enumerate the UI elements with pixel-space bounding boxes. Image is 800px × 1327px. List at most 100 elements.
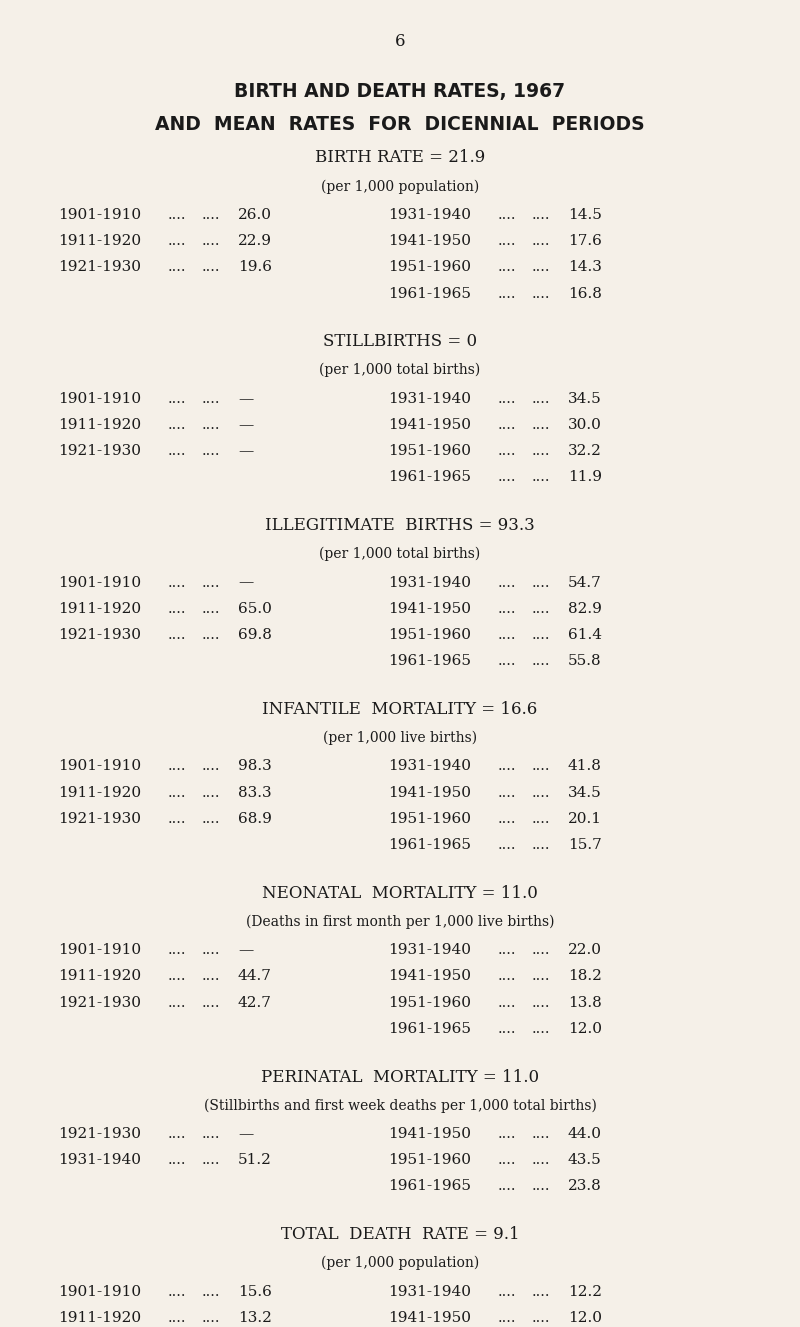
Text: ....: .... (498, 391, 517, 406)
Text: ....: .... (532, 995, 550, 1010)
Text: 1961-1965: 1961-1965 (388, 470, 471, 484)
Text: ....: .... (202, 812, 221, 825)
Text: 44.7: 44.7 (238, 970, 272, 983)
Text: ....: .... (532, 470, 550, 484)
Text: ....: .... (168, 602, 186, 616)
Text: 17.6: 17.6 (568, 234, 602, 248)
Text: ....: .... (168, 391, 186, 406)
Text: 1961-1965: 1961-1965 (388, 1180, 471, 1193)
Text: 12.0: 12.0 (568, 1311, 602, 1324)
Text: ....: .... (532, 970, 550, 983)
Text: 51.2: 51.2 (238, 1153, 272, 1168)
Text: ....: .... (202, 445, 221, 458)
Text: —: — (238, 391, 254, 406)
Text: 1941-1950: 1941-1950 (388, 602, 471, 616)
Text: ....: .... (168, 208, 186, 222)
Text: —: — (238, 943, 254, 957)
Text: STILLBIRTHS = 0: STILLBIRTHS = 0 (323, 333, 477, 350)
Text: 1901-1910: 1901-1910 (58, 391, 141, 406)
Text: 1921-1930: 1921-1930 (58, 1127, 141, 1141)
Text: ....: .... (498, 1285, 517, 1299)
Text: ....: .... (532, 1311, 550, 1324)
Text: —: — (238, 576, 254, 589)
Text: ....: .... (498, 1127, 517, 1141)
Text: ....: .... (202, 970, 221, 983)
Text: BIRTH RATE = 21.9: BIRTH RATE = 21.9 (315, 150, 485, 166)
Text: PERINATAL  MORTALITY = 11.0: PERINATAL MORTALITY = 11.0 (261, 1068, 539, 1085)
Text: 1931-1940: 1931-1940 (388, 943, 471, 957)
Text: 1911-1920: 1911-1920 (58, 602, 141, 616)
Text: 1921-1930: 1921-1930 (58, 995, 141, 1010)
Text: ....: .... (498, 1180, 517, 1193)
Text: 1901-1910: 1901-1910 (58, 208, 141, 222)
Text: ....: .... (168, 759, 186, 774)
Text: ....: .... (498, 470, 517, 484)
Text: 1911-1920: 1911-1920 (58, 970, 141, 983)
Text: —: — (238, 1127, 254, 1141)
Text: ....: .... (202, 208, 221, 222)
Text: ....: .... (498, 1153, 517, 1168)
Text: 1931-1940: 1931-1940 (388, 759, 471, 774)
Text: ....: .... (168, 1311, 186, 1324)
Text: ....: .... (168, 943, 186, 957)
Text: NEONATAL  MORTALITY = 11.0: NEONATAL MORTALITY = 11.0 (262, 885, 538, 902)
Text: 42.7: 42.7 (238, 995, 272, 1010)
Text: ....: .... (498, 970, 517, 983)
Text: 1921-1930: 1921-1930 (58, 628, 141, 642)
Text: 1911-1920: 1911-1920 (58, 418, 141, 433)
Text: 1931-1940: 1931-1940 (388, 208, 471, 222)
Text: ....: .... (498, 786, 517, 800)
Text: ....: .... (168, 628, 186, 642)
Text: 1901-1910: 1901-1910 (58, 759, 141, 774)
Text: BIRTH AND DEATH RATES, 1967: BIRTH AND DEATH RATES, 1967 (234, 82, 566, 101)
Text: (per 1,000 total births): (per 1,000 total births) (319, 547, 481, 561)
Text: TOTAL  DEATH  RATE = 9.1: TOTAL DEATH RATE = 9.1 (281, 1226, 519, 1243)
Text: ....: .... (202, 234, 221, 248)
Text: (per 1,000 population): (per 1,000 population) (321, 179, 479, 194)
Text: 16.8: 16.8 (568, 287, 602, 301)
Text: ....: .... (168, 786, 186, 800)
Text: ....: .... (168, 1153, 186, 1168)
Text: 12.2: 12.2 (568, 1285, 602, 1299)
Text: ....: .... (202, 1127, 221, 1141)
Text: ....: .... (532, 234, 550, 248)
Text: ....: .... (532, 943, 550, 957)
Text: ....: .... (532, 260, 550, 275)
Text: 1941-1950: 1941-1950 (388, 1127, 471, 1141)
Text: ....: .... (202, 759, 221, 774)
Text: ....: .... (498, 602, 517, 616)
Text: ....: .... (168, 234, 186, 248)
Text: 20.1: 20.1 (568, 812, 602, 825)
Text: ....: .... (498, 1022, 517, 1036)
Text: ....: .... (498, 628, 517, 642)
Text: 55.8: 55.8 (568, 654, 602, 669)
Text: ....: .... (532, 391, 550, 406)
Text: ....: .... (168, 812, 186, 825)
Text: 1951-1960: 1951-1960 (388, 995, 471, 1010)
Text: 1951-1960: 1951-1960 (388, 1153, 471, 1168)
Text: AND  MEAN  RATES  FOR  DICENNIAL  PERIODS: AND MEAN RATES FOR DICENNIAL PERIODS (155, 114, 645, 134)
Text: ILLEGITIMATE  BIRTHS = 93.3: ILLEGITIMATE BIRTHS = 93.3 (265, 518, 535, 533)
Text: ....: .... (498, 837, 517, 852)
Text: ....: .... (202, 1153, 221, 1168)
Text: ....: .... (168, 970, 186, 983)
Text: ....: .... (532, 1022, 550, 1036)
Text: 41.8: 41.8 (568, 759, 602, 774)
Text: 34.5: 34.5 (568, 786, 602, 800)
Text: ....: .... (498, 287, 517, 301)
Text: 1921-1930: 1921-1930 (58, 445, 141, 458)
Text: ....: .... (532, 445, 550, 458)
Text: ....: .... (532, 1180, 550, 1193)
Text: ....: .... (202, 418, 221, 433)
Text: 1911-1920: 1911-1920 (58, 1311, 141, 1324)
Text: ....: .... (532, 786, 550, 800)
Text: ....: .... (498, 208, 517, 222)
Text: 15.6: 15.6 (238, 1285, 272, 1299)
Text: 15.7: 15.7 (568, 837, 602, 852)
Text: ....: .... (202, 943, 221, 957)
Text: 1961-1965: 1961-1965 (388, 837, 471, 852)
Text: ....: .... (168, 418, 186, 433)
Text: ....: .... (202, 1311, 221, 1324)
Text: 1941-1950: 1941-1950 (388, 418, 471, 433)
Text: ....: .... (168, 445, 186, 458)
